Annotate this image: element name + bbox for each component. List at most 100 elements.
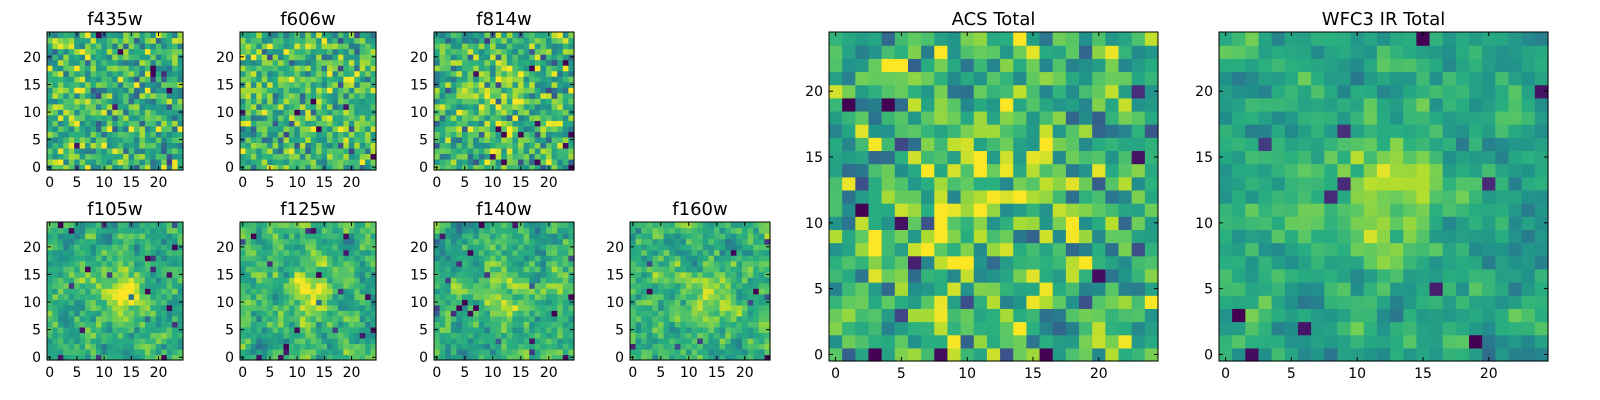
heatmap-cell xyxy=(267,103,274,110)
heatmap-cell xyxy=(112,315,119,322)
heatmap-cell xyxy=(299,109,306,116)
heatmap-cell xyxy=(85,92,92,99)
heatmap-cell xyxy=(546,92,553,99)
heatmap-cell xyxy=(551,227,558,234)
heatmap-cell xyxy=(540,76,547,83)
heatmap-cell xyxy=(434,48,441,55)
heatmap-cell xyxy=(161,59,168,66)
heatmap-cell xyxy=(1118,334,1133,349)
heatmap-cell xyxy=(753,288,760,295)
heatmap-cell xyxy=(506,153,513,160)
heatmap-cell xyxy=(495,348,502,356)
heatmap-cell xyxy=(101,288,108,295)
heatmap-cell xyxy=(166,271,173,278)
heatmap-cell xyxy=(1131,255,1146,270)
heatmap-cell xyxy=(63,43,70,50)
heatmap-cell xyxy=(450,288,457,295)
heatmap-cell xyxy=(986,189,1001,204)
heatmap-cell xyxy=(134,238,141,245)
heatmap-cell xyxy=(512,326,519,333)
heatmap-cell xyxy=(321,288,328,295)
heatmap-cell xyxy=(267,131,274,138)
heatmap-cell xyxy=(305,310,312,317)
heatmap-cell xyxy=(106,227,113,234)
heatmap-cell xyxy=(669,233,676,240)
heatmap-cell xyxy=(506,131,513,138)
heatmap-cell xyxy=(523,76,530,83)
heatmap-cell xyxy=(669,271,676,278)
heatmap-cell xyxy=(753,337,760,345)
heatmap-cell xyxy=(359,125,366,132)
heatmap-cell xyxy=(52,54,59,61)
heatmap-cell xyxy=(456,125,463,132)
heatmap-cell xyxy=(155,103,162,110)
heatmap-cell xyxy=(562,48,569,55)
heatmap-cell xyxy=(473,43,480,50)
heatmap-cell xyxy=(144,244,151,251)
heatmap-cell xyxy=(1144,268,1159,283)
heatmap-cell xyxy=(74,147,81,155)
heatmap-cell xyxy=(359,271,366,278)
heatmap-cell xyxy=(764,304,771,311)
heatmap-cell xyxy=(74,282,81,289)
heatmap-cell xyxy=(128,92,135,99)
heatmap-cell xyxy=(365,158,372,166)
heatmap-cell xyxy=(123,233,130,240)
heatmap-cell xyxy=(128,109,135,116)
heatmap-cell xyxy=(240,125,247,132)
heatmap-cell xyxy=(714,304,721,311)
heatmap-cell xyxy=(501,271,508,278)
heatmap-cell xyxy=(518,131,525,138)
heatmap-cell xyxy=(490,37,497,44)
heatmap-cell xyxy=(506,98,513,105)
heatmap-cell xyxy=(343,54,350,61)
heatmap-cell xyxy=(256,164,263,171)
heatmap-cell xyxy=(267,337,274,345)
heatmap-cell xyxy=(278,114,285,121)
heatmap-cell xyxy=(551,65,558,72)
heatmap-cell xyxy=(288,98,295,105)
heatmap-cell xyxy=(894,295,909,309)
heatmap-cell xyxy=(166,120,173,127)
heatmap-cell xyxy=(348,326,355,333)
y-tick-label: 10 xyxy=(216,295,234,311)
heatmap-cell xyxy=(139,164,146,171)
heatmap-cell xyxy=(557,222,564,229)
heatmap-cell xyxy=(557,354,564,361)
heatmap-cell xyxy=(144,277,151,284)
heatmap-cell xyxy=(123,37,130,44)
heatmap-cell xyxy=(161,131,168,138)
heatmap-cell xyxy=(272,125,279,132)
heatmap-cell xyxy=(742,337,749,345)
heatmap-cell xyxy=(267,87,274,94)
heatmap-cell xyxy=(478,227,485,234)
heatmap-cell xyxy=(529,354,536,361)
heatmap-cell xyxy=(267,54,274,61)
heatmap-cell xyxy=(546,293,553,300)
heatmap-cell xyxy=(450,87,457,94)
heatmap-cell xyxy=(95,131,102,138)
heatmap-cell xyxy=(321,43,328,50)
heatmap-cell xyxy=(506,332,513,339)
heatmap-cell xyxy=(450,32,457,39)
heatmap-cell xyxy=(506,136,513,143)
heatmap-cell xyxy=(881,308,896,323)
heatmap-cell xyxy=(123,59,130,66)
heatmap-cell xyxy=(283,343,290,350)
heatmap-cell xyxy=(250,343,257,350)
heatmap-cell xyxy=(261,282,268,289)
heatmap-cell xyxy=(495,227,502,234)
heatmap-cell xyxy=(299,48,306,55)
heatmap-cell xyxy=(551,120,558,127)
heatmap-cell xyxy=(730,260,737,267)
heatmap-cell xyxy=(161,164,168,171)
heatmap-cell xyxy=(445,233,452,240)
heatmap-cell xyxy=(557,147,564,155)
heatmap-cell xyxy=(139,304,146,311)
heatmap-cell xyxy=(450,131,457,138)
heatmap-cell xyxy=(79,70,86,77)
y-tick-label: 20 xyxy=(216,240,234,256)
heatmap-cell xyxy=(144,233,151,240)
heatmap-cell xyxy=(512,222,519,229)
heatmap-cell xyxy=(359,288,366,295)
